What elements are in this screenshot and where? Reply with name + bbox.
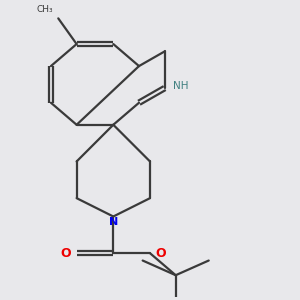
Text: NH: NH [173,81,188,91]
Text: N: N [109,217,118,227]
Text: CH₃: CH₃ [36,5,53,14]
Text: O: O [61,247,71,260]
Text: O: O [155,247,166,260]
